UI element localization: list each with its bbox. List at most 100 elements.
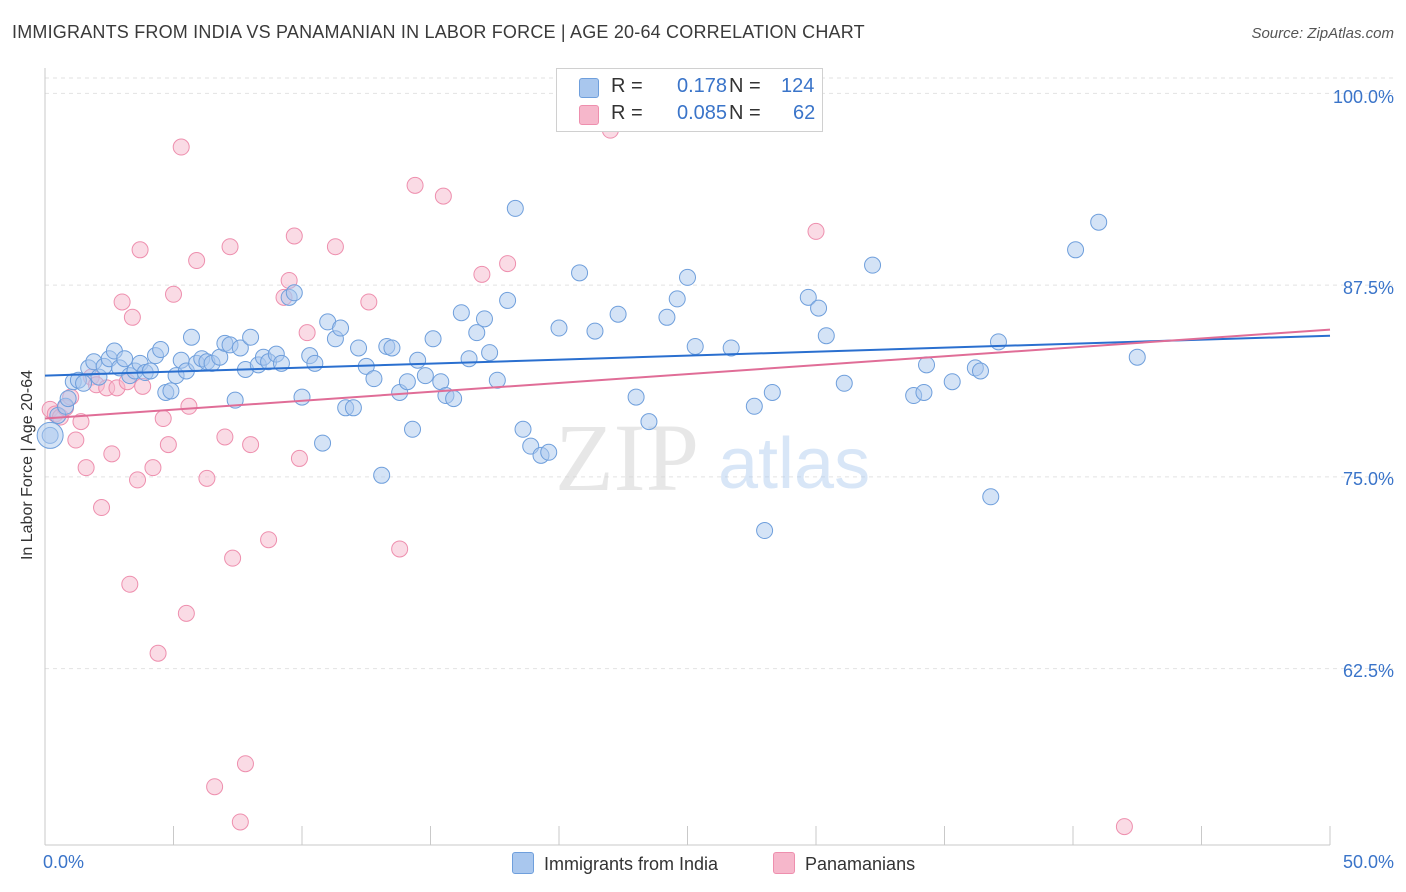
legend-n-label: N =: [729, 75, 761, 97]
data-point-panama: [134, 377, 152, 395]
data-point-india: [404, 420, 422, 438]
correlation-legend: R = 0.178 N = 124 R = 0.085 N = 62: [556, 68, 823, 132]
data-point-panama: [298, 324, 316, 342]
chart-title: IMMIGRANTS FROM INDIA VS PANAMANIAN IN L…: [12, 22, 865, 42]
data-point-india: [231, 339, 249, 357]
legend-label-panama: Panamanians: [805, 854, 916, 874]
data-point-india: [332, 319, 350, 337]
data-point-india: [550, 319, 568, 337]
data-point-india: [971, 362, 989, 380]
data-point-india: [162, 382, 180, 400]
data-point-india: [75, 374, 93, 392]
y-tick-label: 100.0%: [1332, 87, 1394, 107]
data-point-india: [59, 390, 77, 408]
data-point-india: [817, 327, 835, 345]
data-point-india: [383, 339, 401, 357]
data-point-india: [799, 288, 817, 306]
data-point-panama: [121, 575, 139, 593]
data-point-india: [722, 339, 740, 357]
data-point-india: [182, 328, 200, 346]
data-point-panama: [242, 436, 260, 454]
data-point-india: [571, 264, 589, 282]
data-point-india: [475, 310, 493, 328]
legend-n-value: 62: [793, 102, 816, 124]
data-point-india: [915, 383, 933, 401]
data-point-india: [116, 350, 134, 368]
data-point-panama: [67, 431, 85, 449]
data-point-india: [344, 399, 362, 417]
data-point-panama: [149, 644, 167, 662]
data-point-india: [499, 291, 517, 309]
data-point-india: [242, 328, 260, 346]
data-point-india: [668, 290, 686, 308]
data-point-india: [506, 199, 524, 217]
data-point-india: [36, 421, 64, 449]
x-tick-label-right: 50.0%: [1342, 852, 1394, 872]
legend-n-value: 124: [781, 75, 815, 97]
data-point-india: [488, 371, 506, 389]
data-point-india: [481, 344, 499, 362]
data-point-india: [1128, 348, 1146, 366]
data-point-panama: [807, 222, 825, 240]
data-point-india: [373, 466, 391, 484]
data-point-panama: [188, 252, 206, 270]
data-point-india: [586, 322, 604, 340]
data-point-india: [285, 284, 303, 302]
data-point-india: [1090, 213, 1108, 231]
y-tick-label: 87.5%: [1342, 278, 1394, 298]
data-point-india: [763, 383, 781, 401]
data-point-panama: [177, 604, 195, 622]
data-point-panama: [391, 540, 409, 558]
data-point-panama: [285, 227, 303, 245]
data-point-panama: [198, 469, 216, 487]
y-tick-label: 62.5%: [1342, 661, 1394, 681]
data-point-panama: [231, 813, 249, 831]
legend-r-label: R =: [611, 102, 643, 124]
bottom-legend-panama: Panamanians: [773, 852, 915, 878]
data-point-india: [640, 413, 658, 431]
data-point-panama: [72, 413, 90, 431]
data-point-india: [943, 373, 961, 391]
data-point-india: [982, 488, 1000, 506]
data-point-india: [1067, 241, 1085, 259]
legend-swatch-india: [512, 852, 534, 874]
legend-label-india: Immigrants from India: [544, 854, 719, 874]
data-point-india: [424, 330, 442, 348]
data-point-panama: [93, 499, 111, 517]
data-point-panama: [154, 410, 172, 428]
watermark-zip: ZIP: [555, 404, 699, 511]
data-point-panama: [326, 238, 344, 256]
bottom-legend-india: Immigrants from India: [512, 852, 718, 878]
data-point-panama: [123, 308, 141, 326]
data-point-india: [679, 268, 696, 286]
data-point-india: [514, 420, 532, 438]
data-point-india: [314, 434, 332, 452]
legend-swatch-panama: [773, 852, 795, 874]
trend-line-panama: [44, 328, 1331, 420]
data-point-panama: [103, 445, 121, 463]
data-point-india: [756, 522, 774, 540]
data-point-panama: [165, 285, 182, 303]
data-point-india: [416, 367, 434, 385]
data-point-india: [452, 304, 470, 322]
data-point-india: [609, 305, 627, 323]
data-point-panama: [180, 397, 198, 415]
data-point-india: [141, 362, 159, 380]
data-point-india: [864, 256, 882, 274]
data-point-panama: [224, 549, 242, 567]
data-point-india: [745, 397, 763, 415]
data-point-panama: [206, 778, 224, 796]
data-point-india: [627, 388, 645, 406]
data-point-panama: [260, 531, 278, 549]
data-point-panama: [499, 255, 517, 273]
legend-swatch-india: [579, 78, 599, 98]
data-point-india: [445, 390, 463, 408]
data-point-panama: [129, 471, 147, 489]
legend-r-value: 0.085: [677, 102, 728, 124]
x-tick-label-left: 0.0%: [43, 852, 85, 872]
data-point-india: [365, 370, 383, 388]
legend-r-label: R =: [611, 75, 643, 97]
data-point-panama: [1115, 818, 1133, 836]
